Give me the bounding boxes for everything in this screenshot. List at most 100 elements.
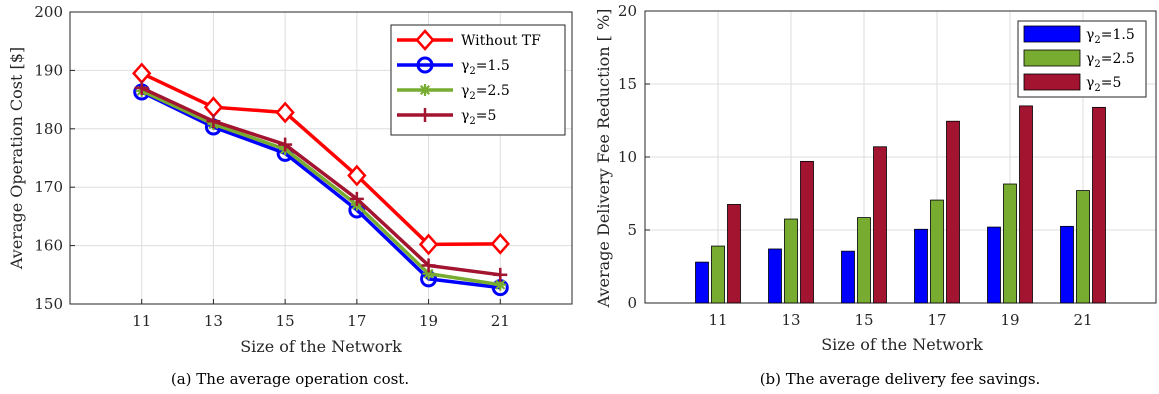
chart-b-bar [1003,183,1017,304]
chart-a-series [132,62,510,297]
chart-b-axes: 11 13 15 17 19 21 0 5 10 15 20 [618,2,1157,329]
chart-b-legend: γ2=1.5 γ2=2.5 γ2=5 [1017,20,1147,98]
chart-a-legend-item: γ2=1.5 [397,56,510,77]
chart-a-legend-label: γ2=5 [461,108,496,127]
chart-b-bar [768,248,782,304]
chart-b-xlabel: Size of the Network [821,335,983,354]
chart-b-legend-item: γ2=5 [1023,73,1121,94]
chart-b-bar [1019,105,1033,304]
chart-b-legend-swatch [1023,25,1081,43]
chart-a-data-point-stroke [423,268,434,279]
chart-b-bar [784,218,798,304]
chart-a-xtick-label: 13 [204,312,223,330]
chart-a-series-line [140,71,501,247]
chart-b-bar [800,160,814,304]
chart-b-ytick-label: 20 [618,2,637,20]
chart-a-ytick-label: 200 [34,3,63,21]
chart-a-data-point [278,137,293,152]
chart-b-xtick-label: 21 [1073,311,1092,329]
chart-b-series-1 [711,183,1090,304]
chart-a-caption: (a) The average operation cost. [171,370,409,388]
chart-a-series-line [140,86,501,277]
chart-b-ylabel: Average Delivery Fee Reduction [ %] [594,9,613,309]
chart-b-xtick-label: 11 [708,311,727,329]
chart-b-legend-label: γ2=1.5 [1086,27,1135,46]
delivery-fee-chart: 11 13 15 17 19 21 0 5 10 15 20 γ2=1.5 γ2=2.5 γ2=5 Si… [594,2,1157,388]
chart-a-frame [69,11,573,305]
chart-b-bar [1060,225,1074,304]
chart-a-xtick-label: 19 [419,312,438,330]
chart-b-series-0 [695,225,1074,304]
chart-a-ytick-label: 190 [34,61,63,79]
chart-a-legend-label: γ2=2.5 [461,83,510,102]
chart-b-legend-label: γ2=5 [1086,75,1121,94]
chart-a-xtick-label: 15 [276,312,295,330]
chart-a-legend-item: γ2=5 [397,108,496,127]
chart-a-ytick-label: 160 [34,237,63,255]
chart-a-data-point [206,114,221,129]
chart-b-xtick-label: 15 [854,311,873,329]
chart-a-legend-marker [419,84,431,96]
chart-a-axes: 11 13 15 17 19 21 150 160 170 180 190 200 [34,3,573,330]
chart-a-legend-item: Without TF [397,29,541,51]
chart-a-series-3 [134,80,508,282]
chart-b-legend-item: γ2=1.5 [1023,25,1135,46]
chart-a-data-point [347,164,367,187]
chart-a-ytick-label: 180 [34,120,63,138]
chart-a-legend-marker [415,29,435,51]
chart-b-caption: (b) The average delivery fee savings. [760,370,1041,388]
chart-a-xtick-label: 17 [347,312,366,330]
chart-b-frame [644,10,1157,304]
chart-a-series-line [140,89,501,287]
chart-b-xtick-label: 17 [927,311,946,329]
chart-a-ytick-label: 170 [34,178,63,196]
chart-a-data-point [275,101,295,124]
chart-a-data-point [349,191,364,206]
chart-b-legend-swatch [1023,49,1081,67]
chart-a-data-point [418,233,439,256]
chart-a-ylabel: Average Operation Cost [$] [7,47,26,270]
chart-b-legend-label: γ2=2.5 [1086,51,1135,70]
chart-a-legend-marker [418,108,432,122]
chart-b-ytick-label: 0 [627,294,637,312]
chart-b-bar [914,228,928,304]
chart-a-data-point [493,267,508,282]
chart-b-bar [1092,106,1106,304]
chart-a-data-point [422,267,435,280]
chart-b-bar [930,199,944,304]
chart-b-bar [841,250,855,304]
chart-b-bar [727,204,741,304]
chart-a-xtick-label: 21 [491,312,510,330]
chart-b-legend-swatch [1023,73,1081,91]
chart-b-bar [873,146,887,304]
chart-a-series-0 [132,62,510,256]
chart-b-legend-item: γ2=2.5 [1023,49,1135,70]
chart-a-legend-item: γ2=2.5 [397,83,510,102]
chart-b-xtick-label: 19 [1000,311,1019,329]
chart-a-series-line [140,90,501,290]
chart-b-ytick-label: 15 [618,75,637,93]
chart-b-series-2 [727,105,1106,304]
chart-b-ytick-label: 10 [618,148,637,166]
chart-a-xlabel: Size of the Network [240,337,402,356]
chart-a-data-point [490,232,510,255]
chart-a-data-point [421,258,436,273]
chart-b-xtick-label: 13 [781,311,800,329]
operation-cost-chart: 11 13 15 17 19 21 150 160 170 180 190 200 Without T… [7,3,573,388]
chart-b-bar [946,120,960,304]
chart-b-series [695,105,1106,304]
chart-b-ytick-label: 5 [627,221,637,239]
chart-a-ytick-label: 150 [34,295,63,313]
chart-a-legend-label: γ2=1.5 [461,58,510,77]
chart-b-bar [857,217,871,304]
chart-a-data-point [134,80,149,95]
chart-b-bar [1076,190,1090,304]
chart-a-legend-label: Without TF [461,33,541,49]
chart-a-legend-marker [416,56,434,74]
chart-a-xtick-label: 11 [132,312,151,330]
chart-b-bar [695,261,709,304]
chart-a-legend: Without TF γ2=1.5 γ2=2.5 γ2=5 [390,24,566,136]
chart-b-bar [711,245,725,304]
chart-a-data-point-stroke [495,279,506,290]
chart-b-bar [987,226,1001,304]
